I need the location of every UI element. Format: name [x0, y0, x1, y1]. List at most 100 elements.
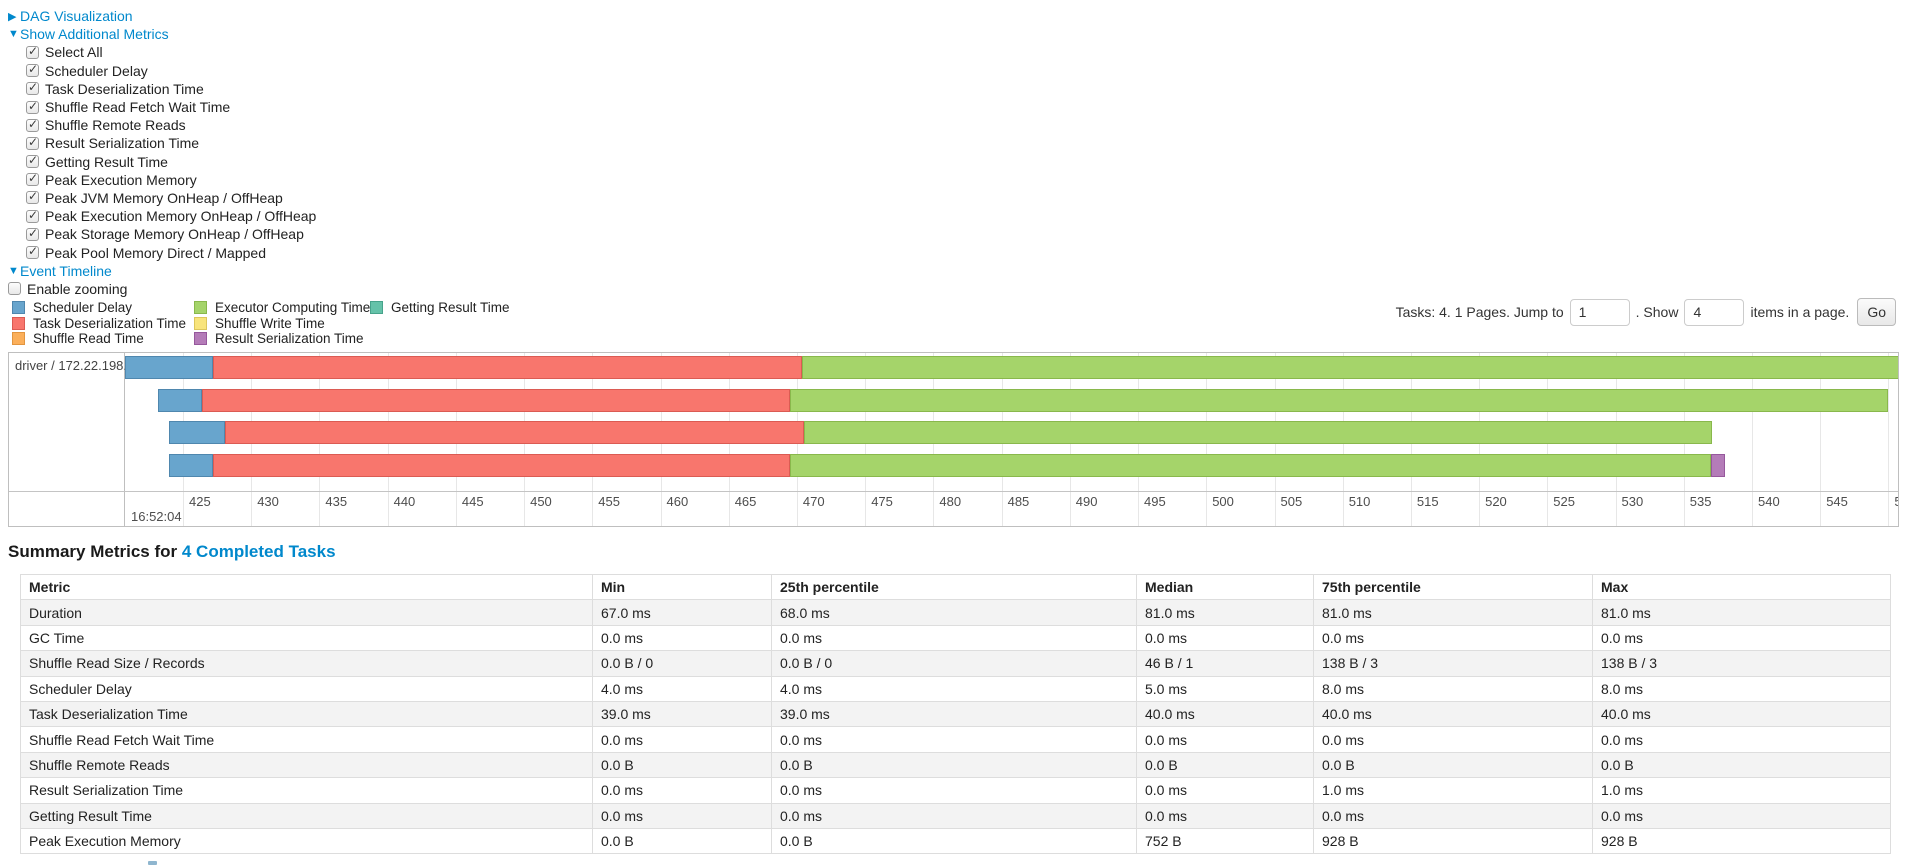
compute-segment[interactable]	[802, 356, 1898, 379]
pagination-text: Tasks: 4. 1 Pages. Jump to	[1395, 304, 1564, 320]
enable-zooming-checkbox[interactable]	[8, 282, 21, 296]
metric-checkbox[interactable]	[26, 171, 39, 187]
scheduler-segment[interactable]	[125, 356, 213, 379]
metric-checkbox[interactable]	[26, 153, 39, 169]
legend-column: Executor Computing Time Shuffle Write Tim…	[194, 300, 370, 346]
metric-checkbox-label: Select All	[45, 44, 103, 61]
table-header-cell: Max	[1592, 573, 1891, 601]
table-cell: 0.0 B	[592, 827, 772, 855]
metric-checkbox[interactable]	[26, 135, 39, 150]
table-cell: 81.0 ms	[1313, 599, 1593, 626]
table-header-cell: Metric	[20, 573, 593, 601]
metric-checkbox-row[interactable]: Shuffle Read Fetch Wait Time	[8, 98, 316, 116]
table-cell: 0.0 ms	[1136, 624, 1314, 652]
serialize-segment[interactable]	[1710, 453, 1725, 477]
jump-to-page-input[interactable]	[1569, 298, 1630, 326]
timeline-gridline	[1888, 353, 1890, 526]
go-button[interactable]: Go	[1857, 298, 1896, 326]
deserialize-segment[interactable]	[212, 453, 791, 477]
task-bar[interactable]	[125, 356, 1898, 379]
timeline-gridline	[1752, 353, 1753, 526]
metric-checkbox[interactable]	[26, 44, 39, 59]
metric-checkbox[interactable]	[26, 80, 39, 96]
executor-group-label: driver / 172.22.198.104	[15, 358, 149, 373]
metric-checkbox[interactable]	[26, 62, 39, 78]
deserialize-segment[interactable]	[213, 356, 803, 379]
compute-segment[interactable]	[790, 453, 1711, 477]
deserialize-segment[interactable]	[225, 421, 804, 444]
scheduler-segment[interactable]	[169, 453, 213, 477]
metric-checkbox-row[interactable]: Result Serialization Time	[8, 134, 316, 152]
task-bar[interactable]	[158, 388, 1889, 412]
metric-checkbox[interactable]	[26, 208, 39, 223]
table-cell: 0.0 B	[771, 827, 1137, 855]
event-timeline-row[interactable]: ▼ Event Timeline	[8, 262, 316, 280]
timeline-axis-label: 425	[189, 494, 211, 509]
enable-zooming-row[interactable]: Enable zooming	[8, 280, 316, 298]
show-additional-metrics-row[interactable]: ▼ Show Additional Metrics	[8, 25, 316, 43]
metric-checkbox[interactable]	[26, 99, 39, 114]
metric-checkbox-row[interactable]: Peak Execution Memory	[8, 171, 316, 189]
table-row: Duration 67.0 ms 68.0 ms 81.0 ms 81.0 ms 81.0…	[20, 599, 1891, 626]
completed-tasks-link[interactable]: 4 Completed Tasks	[181, 542, 336, 561]
metric-checkbox-label: Scheduler Delay	[45, 62, 148, 79]
table-cell: 8.0 ms	[1313, 675, 1593, 702]
metric-checkbox-row[interactable]: Peak Execution Memory OnHeap / OffHeap	[8, 207, 316, 225]
table-header-cell: 25th percentile	[771, 573, 1137, 601]
metric-checkbox-row[interactable]: Select All	[8, 43, 316, 61]
legend-label: Shuffle Write Time	[215, 315, 325, 331]
show-additional-metrics-link[interactable]: Show Additional Metrics	[20, 26, 169, 43]
metric-checkbox-row[interactable]: Peak JVM Memory OnHeap / OffHeap	[8, 189, 316, 207]
task-bar[interactable]	[169, 453, 1725, 477]
timeline-axis-label: 440	[393, 494, 416, 509]
task-bar[interactable]	[169, 421, 1713, 444]
table-cell: 0.0 B	[592, 751, 772, 779]
table-cell: 4.0 ms	[592, 675, 772, 702]
table-cell: 0.0 B	[1136, 751, 1314, 779]
metric-checkbox[interactable]	[26, 189, 39, 205]
compute-segment[interactable]	[790, 388, 1889, 412]
table-cell: 928 B	[1313, 827, 1593, 855]
table-cell: 0.0 B	[771, 751, 1137, 779]
dag-visualization-link[interactable]: DAG Visualization	[20, 8, 133, 25]
deserialize-segment[interactable]	[202, 388, 791, 412]
metric-checkbox[interactable]	[26, 226, 39, 241]
timeline-axis-label: 460	[666, 494, 689, 509]
table-row: Scheduler Delay 4.0 ms 4.0 ms 5.0 ms 8.0 ms 8…	[20, 675, 1891, 702]
legend-item: Executor Computing Time	[194, 300, 370, 315]
table-cell: 138 B / 3	[1592, 650, 1891, 677]
table-cell: 0.0 ms	[592, 624, 772, 652]
metric-checkbox[interactable]	[26, 117, 39, 132]
timeline-axis-label: 495	[1144, 494, 1166, 509]
scheduler-segment[interactable]	[158, 388, 203, 412]
dag-visualization-row[interactable]: ▶ DAG Visualization	[8, 7, 316, 25]
metric-checkbox-label: Getting Result Time	[45, 153, 168, 170]
legend-item: Task Deserialization Time	[12, 315, 186, 331]
metric-checkbox-row[interactable]: Shuffle Remote Reads	[8, 116, 316, 134]
items-per-page-input[interactable]	[1684, 298, 1745, 326]
table-row: Peak Execution Memory 0.0 B 0.0 B 752 B 928 …	[20, 827, 1891, 855]
legend-item: Getting Result Time	[370, 300, 510, 315]
compute-segment[interactable]	[803, 421, 1713, 444]
timeline-group-column: driver / 172.22.198.104	[9, 353, 149, 526]
timeline-axis-label: 430	[257, 494, 279, 509]
table-cell: Shuffle Remote Reads	[20, 751, 593, 779]
legend-item: Scheduler Delay	[12, 300, 186, 315]
table-cell: Result Serialization Time	[20, 777, 593, 804]
table-cell: 39.0 ms	[592, 700, 772, 728]
event-timeline-link[interactable]: Event Timeline	[20, 262, 112, 279]
metric-checkbox-row[interactable]: Peak Pool Memory Direct / Mapped	[8, 243, 316, 261]
metric-checkbox-row[interactable]: Task Deserialization Time	[8, 80, 316, 98]
table-cell: 0.0 ms	[771, 624, 1137, 652]
table-cell: 0.0 B / 0	[592, 650, 772, 677]
metric-checkbox[interactable]	[26, 244, 39, 260]
table-cell: 81.0 ms	[1136, 599, 1314, 626]
timeline-axis-label: 475	[871, 494, 893, 509]
metric-checkbox-label: Shuffle Read Fetch Wait Time	[45, 99, 231, 116]
scheduler-segment[interactable]	[169, 421, 226, 444]
metric-checkbox-row[interactable]: Peak Storage Memory OnHeap / OffHeap	[8, 225, 316, 243]
metric-checkbox-row[interactable]: Scheduler Delay	[8, 62, 316, 80]
timeline-axis-label: 485	[1007, 494, 1030, 509]
metric-checkbox-row[interactable]: Getting Result Time	[8, 153, 316, 171]
